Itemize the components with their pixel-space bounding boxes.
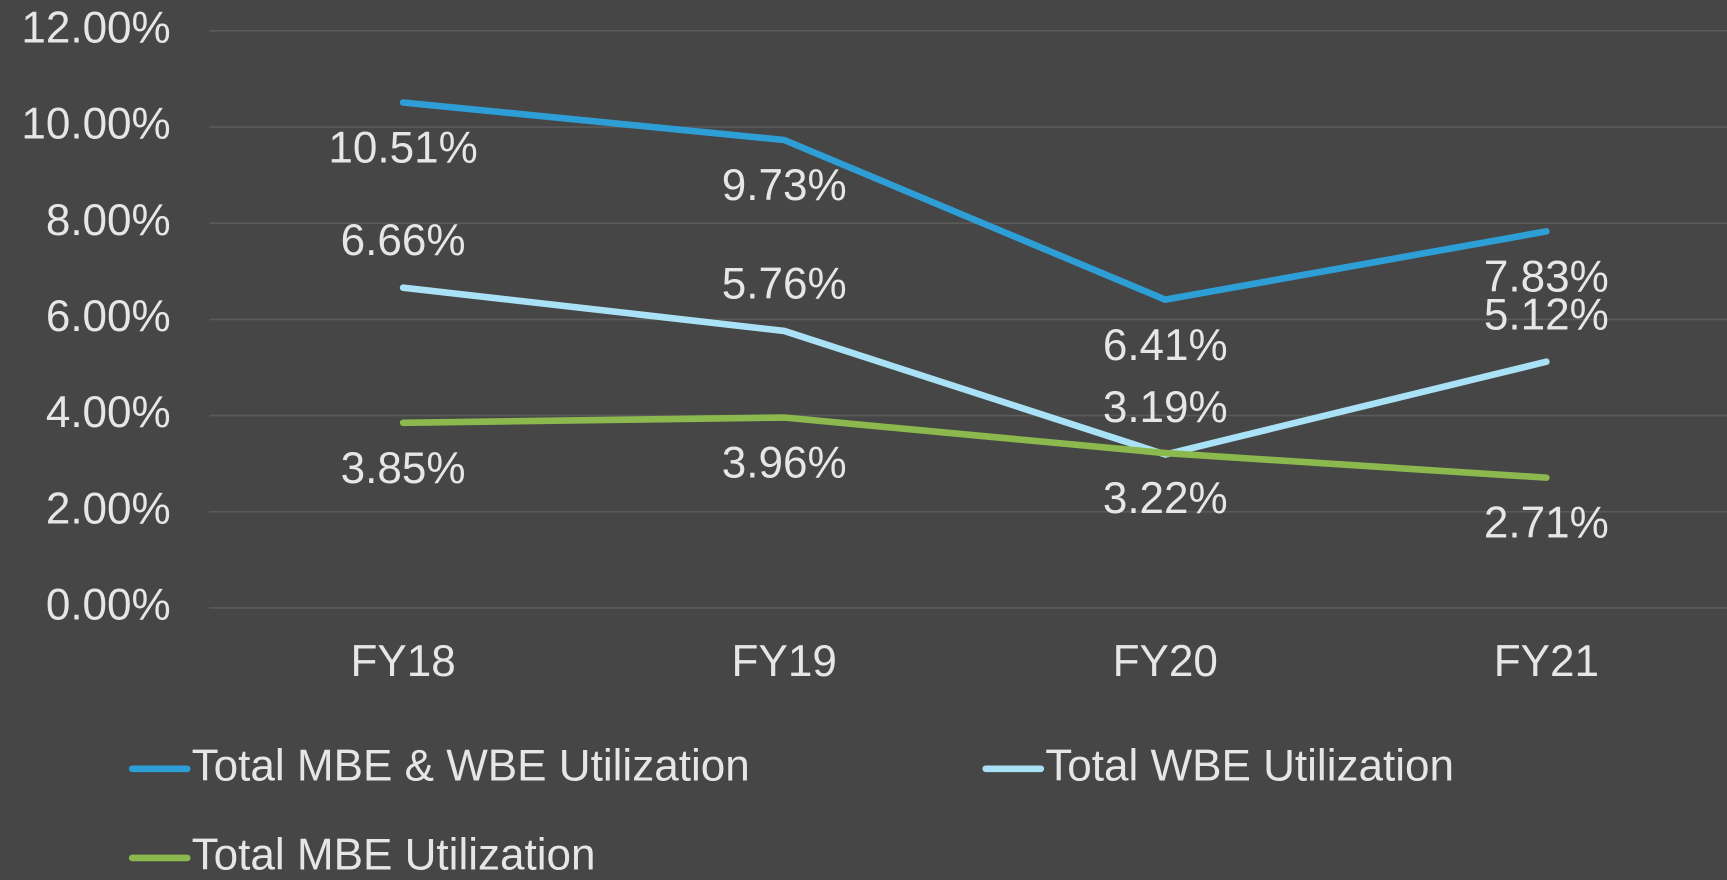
data-label: 2.71% (1484, 499, 1609, 548)
x-tick-label: FY19 (732, 637, 837, 686)
data-label: 10.51% (328, 124, 477, 173)
y-tick-label: 12.00% (21, 3, 170, 52)
y-tick-label: 8.00% (46, 196, 171, 245)
y-tick-label: 4.00% (46, 388, 171, 437)
series-line (399, 284, 1550, 458)
series-line (399, 99, 1550, 303)
data-label: 6.41% (1103, 321, 1228, 370)
data-label: 6.66% (341, 216, 466, 265)
series-line (399, 414, 1550, 481)
legend-label: Total MBE Utilization (192, 831, 596, 880)
data-label: 3.19% (1103, 383, 1228, 432)
data-label: 5.12% (1484, 290, 1609, 339)
y-tick-label: 0.00% (46, 581, 171, 630)
data-label: 5.76% (722, 260, 847, 309)
y-tick-label: 10.00% (21, 100, 170, 149)
y-tick-label: 6.00% (46, 292, 171, 341)
x-tick-label: FY18 (350, 637, 455, 686)
data-label: 3.22% (1103, 474, 1228, 523)
data-label: 7.83% (1484, 252, 1609, 301)
x-tick-label: FY21 (1494, 637, 1599, 686)
legend-label: Total WBE Utilization (1045, 741, 1454, 790)
data-label: 9.73% (722, 161, 847, 210)
data-label: 3.96% (722, 439, 847, 488)
data-label: 3.85% (341, 444, 466, 493)
legend-label: Total MBE & WBE Utilization (192, 741, 750, 790)
y-tick-label: 2.00% (46, 484, 171, 533)
x-tick-label: FY20 (1113, 637, 1218, 686)
